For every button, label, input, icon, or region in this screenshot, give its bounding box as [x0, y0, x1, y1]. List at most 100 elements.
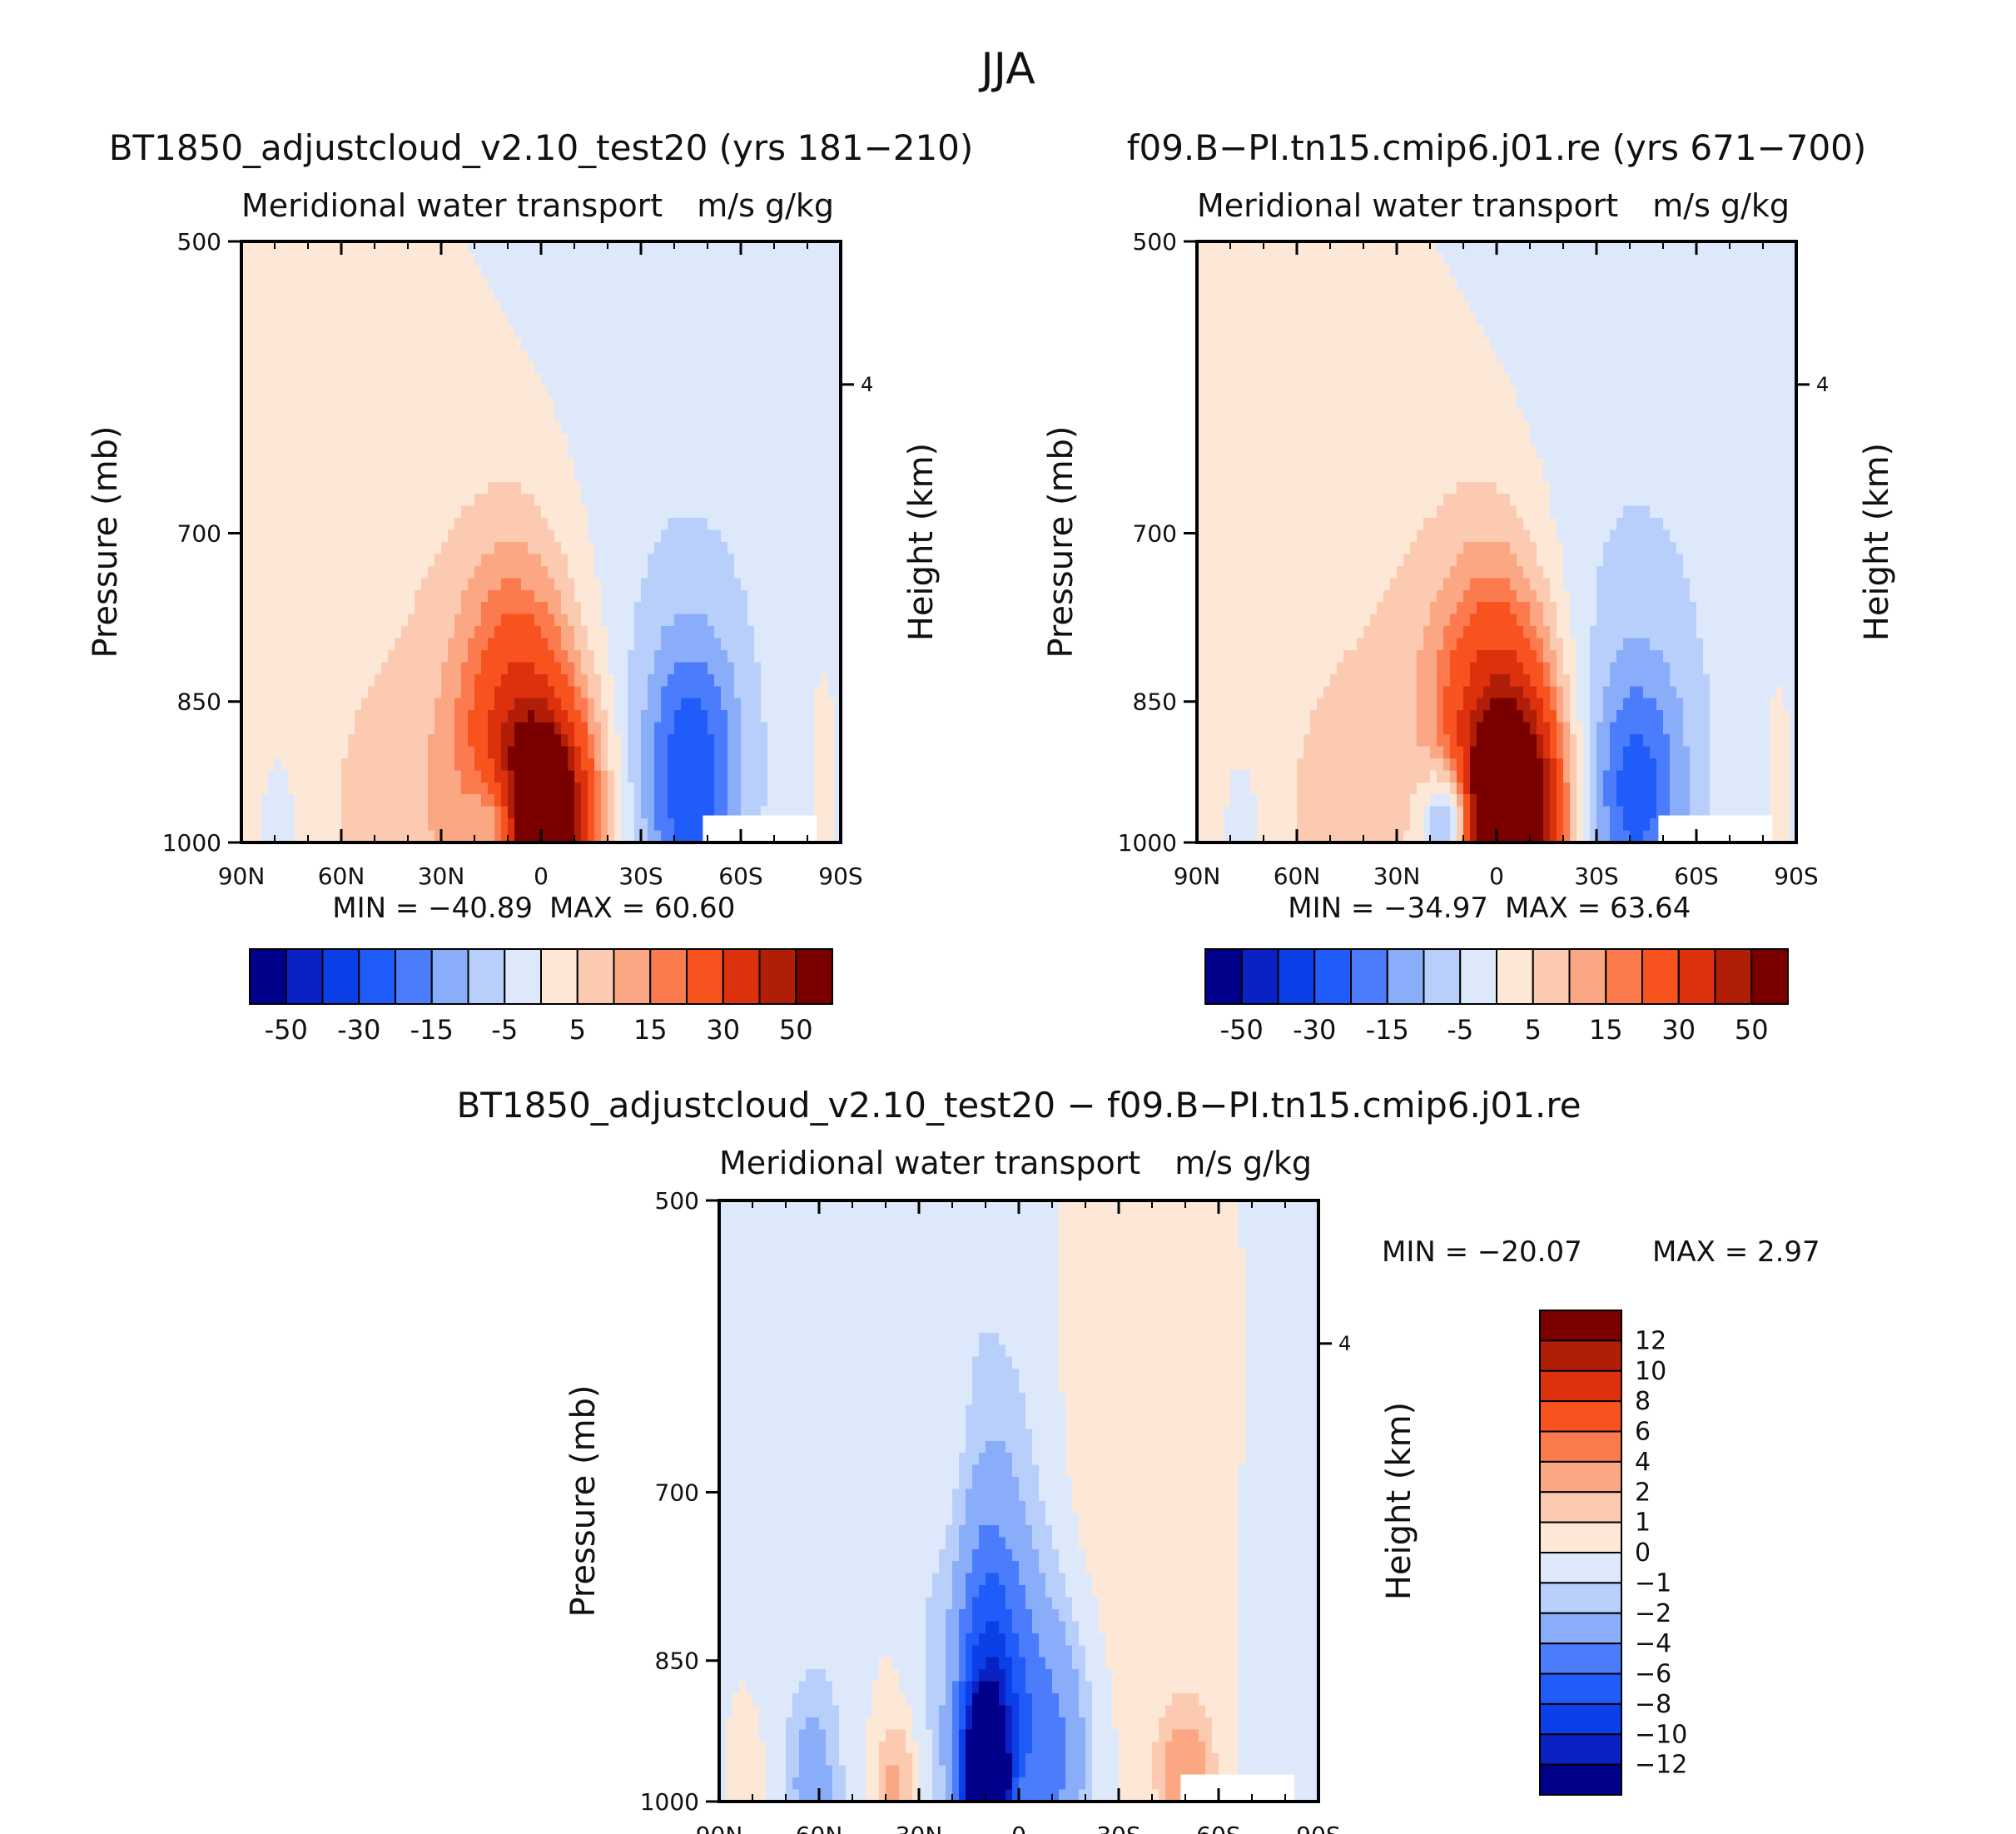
contour-cell — [315, 614, 322, 627]
contour-cell — [654, 337, 662, 350]
contour-cell — [834, 518, 842, 531]
contour-cell — [268, 265, 276, 278]
contour-cell — [481, 782, 489, 795]
contour-cell — [528, 673, 535, 687]
contour-cell — [528, 722, 535, 735]
contour-cell — [708, 554, 715, 567]
contour-cell — [288, 626, 295, 639]
contour-cell — [767, 277, 775, 291]
contour-cell — [694, 722, 702, 735]
contour-cell — [708, 361, 715, 375]
contour-cell — [714, 734, 722, 748]
contour-cell — [721, 326, 728, 339]
contour-cell — [708, 806, 715, 819]
contour-cell — [328, 301, 335, 315]
contour-cell — [361, 830, 369, 843]
contour-cell — [654, 518, 662, 531]
contour-cell — [581, 301, 588, 315]
contour-cell — [1210, 614, 1218, 627]
contour-cell — [328, 614, 335, 627]
contour-cell — [328, 626, 335, 639]
contour-cell — [441, 277, 449, 291]
contour-cell — [581, 565, 588, 579]
contour-cell — [761, 614, 768, 627]
contour-cell — [741, 385, 748, 399]
contour-cell — [514, 782, 522, 795]
contour-cell — [375, 397, 382, 410]
contour-cell — [767, 758, 775, 771]
contour-cell — [727, 277, 735, 291]
contour-cell — [328, 421, 335, 435]
contour-cell — [801, 734, 808, 748]
contour-cell — [787, 626, 795, 639]
contour-cell — [1204, 626, 1211, 639]
contour-cell — [634, 265, 642, 278]
contour-cell — [674, 554, 682, 567]
contour-cell — [648, 457, 655, 470]
contour-cell — [588, 301, 595, 315]
contour-cell — [694, 494, 702, 507]
contour-cell — [375, 301, 382, 315]
contour-cell — [621, 385, 628, 399]
contour-cell — [335, 830, 342, 843]
contour-cell — [1224, 421, 1231, 435]
contour-cell — [301, 686, 309, 699]
contour-cell — [674, 457, 682, 470]
contour-cell — [708, 481, 715, 495]
contour-cell — [767, 494, 775, 507]
contour-cell — [1217, 673, 1224, 687]
contour-cell — [1224, 481, 1231, 495]
contour-cell — [761, 578, 768, 591]
contour-cell — [674, 385, 682, 399]
contour-cell — [488, 518, 495, 531]
contour-cell — [261, 614, 269, 627]
contour-cell — [694, 818, 702, 832]
contour-cell — [807, 373, 815, 386]
contour-cell — [688, 457, 695, 470]
contour-cell — [701, 494, 708, 507]
contour-cell — [508, 410, 515, 423]
contour-cell — [588, 410, 595, 423]
contour-cell — [534, 241, 542, 255]
contour-cell — [747, 494, 755, 507]
contour-cell — [1217, 277, 1224, 291]
contour-cell — [747, 253, 755, 266]
contour-cell — [488, 434, 495, 447]
contour-cell — [355, 277, 362, 291]
contour-cell — [514, 253, 522, 266]
contour-cell — [787, 410, 795, 423]
contour-cell — [501, 494, 509, 507]
contour-cell — [608, 734, 615, 748]
contour-cell — [321, 626, 329, 639]
contour-cell — [654, 554, 662, 567]
contour-cell — [355, 434, 362, 447]
contour-cell — [568, 518, 575, 531]
contour-cell — [375, 361, 382, 375]
contour-cell — [514, 626, 522, 639]
contour-cell — [801, 505, 808, 519]
contour-cell — [1244, 373, 1251, 386]
contour-cell — [1244, 410, 1251, 423]
contour-cell — [1204, 698, 1211, 711]
contour-cell — [574, 434, 582, 447]
contour-cell — [395, 673, 402, 687]
contour-cell — [1217, 253, 1224, 266]
contour-cell — [408, 578, 415, 591]
contour-cell — [594, 794, 602, 808]
contour-cell — [494, 505, 502, 519]
contour-cell — [454, 518, 462, 531]
contour-cell — [434, 638, 442, 651]
contour-cell — [308, 554, 315, 567]
contour-cell — [781, 445, 788, 459]
contour-cell — [1204, 758, 1211, 771]
contour-cell — [1237, 662, 1244, 675]
contour-cell — [388, 554, 395, 567]
contour-cell — [335, 614, 342, 627]
contour-cell — [315, 698, 322, 711]
contour-cell — [594, 470, 602, 483]
contour-cell — [568, 529, 575, 543]
contour-cell — [488, 289, 495, 302]
contour-cell — [648, 565, 655, 579]
contour-cell — [654, 289, 662, 302]
contour-cell — [1237, 794, 1244, 808]
